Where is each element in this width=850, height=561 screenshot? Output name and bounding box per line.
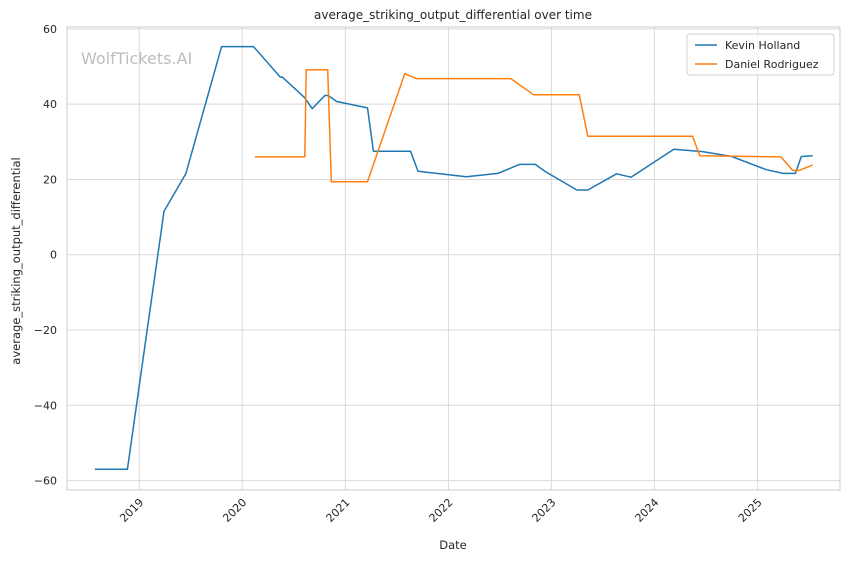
x-tick-label: 2020 [220, 496, 249, 525]
y-tick-label: 60 [43, 23, 57, 36]
x-axis-label: Date [439, 538, 467, 552]
x-tick-label: 2023 [530, 496, 559, 525]
grid [67, 27, 840, 490]
x-tick-label: 2024 [632, 496, 661, 525]
watermark: WolfTickets.AI [81, 49, 192, 68]
y-tick-label: 20 [43, 173, 57, 186]
series-line-kevin-holland [94, 45, 813, 471]
legend-box [686, 33, 835, 76]
y-tick-label: −40 [34, 399, 57, 412]
y-tick-label: 0 [50, 249, 57, 262]
x-tick-label: 2025 [736, 496, 765, 525]
plot-frame [66, 26, 841, 491]
x-tick-label: 2021 [324, 496, 353, 525]
x-tick-label: 2019 [117, 496, 146, 525]
y-tick-label: −20 [34, 324, 57, 337]
x-tick-label: 2022 [427, 496, 456, 525]
chart-title: average_striking_output_differential ove… [314, 8, 592, 22]
y-tick-label: −60 [34, 475, 57, 488]
series-line-daniel-rodriguez [254, 69, 813, 183]
legend-label-daniel-rodriguez: Daniel Rodriguez [725, 58, 819, 71]
legend: Kevin Holland Daniel Rodriguez [686, 33, 835, 76]
y-tick-label: 40 [43, 98, 57, 111]
legend-label-kevin-holland: Kevin Holland [725, 39, 800, 52]
y-axis-label: average_striking_output_differential [9, 157, 23, 364]
